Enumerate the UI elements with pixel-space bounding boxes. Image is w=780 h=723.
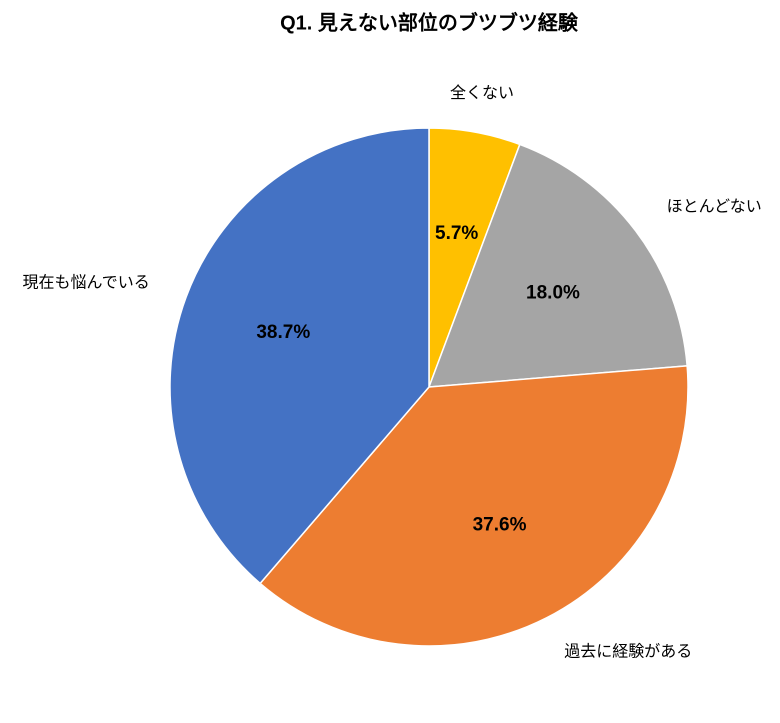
value-label: 18.0%: [526, 282, 580, 303]
value-label: 37.6%: [473, 514, 527, 535]
pie-slice: [169, 127, 430, 585]
value-label: 38.7%: [256, 322, 310, 343]
value-label: 5.7%: [435, 223, 478, 244]
pie-slice: [427, 143, 688, 388]
category-label: ほとんどない: [667, 198, 762, 216]
category-label: 現在も悩んでいる: [23, 274, 150, 292]
pie-slice: [259, 365, 689, 647]
category-label: 全くない: [450, 84, 514, 102]
chart-title: Q1. 見えない部位のブツブツ経験: [280, 10, 579, 34]
category-label: 過去に経験がある: [564, 643, 692, 661]
